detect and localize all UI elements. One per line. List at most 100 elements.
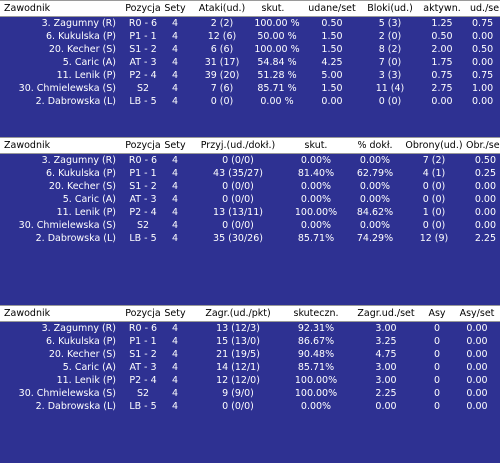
col-header-serves-per-set[interactable]: Zagr.ud./set (357, 308, 415, 319)
table-row[interactable]: 6. Kukulska (P) P1 - 1 4 15 (13/0) 86.67% 3.2… (0, 335, 500, 348)
table-row[interactable]: 5. Caric (A) AT - 3 4 0 (0/0) 0.00% 0.00% 0 (0… (0, 193, 500, 206)
efficiency: 0.00 % (260, 96, 294, 107)
table-row[interactable]: 30. Chmielewska (S) S2 4 7 (6) 85.71 % 1.50 11… (0, 82, 500, 95)
success-per-set: 0.00 (321, 96, 343, 107)
table-row[interactable]: 30. Chmielewska (S) S2 4 9 (9/0) 100.00% 2.25… (0, 387, 500, 400)
efficiency: 81.40% (297, 168, 335, 179)
efficiency: 54.84 % (257, 57, 297, 68)
activity: 2.00 (431, 44, 453, 55)
col-header-sets[interactable]: Sety (164, 140, 186, 151)
col-header-sets[interactable]: Sety (164, 308, 186, 319)
col-header-player[interactable]: Zawodnik (4, 140, 51, 151)
position: S1 - 2 (129, 349, 157, 360)
table-row[interactable]: 3. Zagumny (R) R0 - 6 4 13 (12/3) 92.31% 3.00… (0, 322, 500, 335)
sets: 4 (171, 388, 179, 399)
blocks: 8 (2) (378, 44, 402, 55)
col-header-efficiency[interactable]: skut. (261, 3, 285, 14)
sets: 4 (171, 233, 179, 244)
attack-stats-table: Zawodnik Pozycja Sety Ataki(ud.) skut. u… (0, 0, 500, 108)
col-header-position[interactable]: Pozycja (125, 308, 161, 319)
col-header-accuracy[interactable]: % dokł. (357, 140, 393, 151)
table-row[interactable]: 2. Dabrowska (L) LB - 5 4 0 (0) 0.00 % 0.00 0 … (0, 95, 500, 108)
col-header-efficiency[interactable]: skut. (304, 140, 328, 151)
col-header-success-per-set[interactable]: udane/set (308, 3, 356, 14)
table-row[interactable]: 3. Zagumny (R) R0 - 6 4 2 (2) 100.00 % 0.50 5 … (0, 17, 500, 30)
table-row[interactable]: 11. Lenik (P) P2 - 4 4 13 (13/11) 100.00% 84.… (0, 206, 500, 219)
efficiency: 90.48% (297, 349, 335, 360)
table-row[interactable]: 5. Caric (A) AT - 3 4 31 (17) 54.84 % 4.25 7 (… (0, 56, 500, 69)
digs: 7 (2) (422, 155, 446, 166)
col-header-sets[interactable]: Sety (164, 3, 186, 14)
digs-per-set: 0.00 (474, 220, 496, 231)
table-row[interactable]: 11. Lenik (P) P2 - 4 4 12 (12/0) 100.00% 3.00… (0, 374, 500, 387)
table-row[interactable]: 5. Caric (A) AT - 3 4 14 (12/1) 85.71% 3.00 0 0… (0, 361, 500, 374)
serve-rows: 3. Zagumny (R) R0 - 6 4 13 (12/3) 92.31% 3.00… (0, 322, 500, 413)
col-header-blocks[interactable]: Bloki(ud.) (367, 3, 413, 14)
position: AT - 3 (129, 194, 157, 205)
player-name: 2. Dabrowska (L) (35, 233, 116, 244)
activity: 0.00 (431, 96, 453, 107)
digs: 0 (0) (422, 194, 446, 205)
col-header-position[interactable]: Pozycja (125, 140, 161, 151)
position: P2 - 4 (129, 375, 157, 386)
position: P1 - 1 (129, 336, 157, 347)
blocks: 11 (4) (375, 83, 405, 94)
position: LB - 5 (129, 96, 157, 107)
col-header-serves[interactable]: Zagr.(ud./pkt) (205, 308, 271, 319)
table-row[interactable]: 30. Chmielewska (S) S2 4 0 (0/0) 0.00% 0.00% 0… (0, 219, 500, 232)
serves-per-set: 4.75 (375, 349, 397, 360)
col-header-reception[interactable]: Przyj.(ud./dokł.) (200, 140, 276, 151)
accuracy: 0.00% (359, 194, 391, 205)
sets: 4 (171, 181, 179, 192)
table-row[interactable]: 2. Dabrowska (L) LB - 5 4 35 (30/26) 85.71% 7… (0, 232, 500, 245)
table-row[interactable]: 11. Lenik (P) P2 - 4 4 39 (20) 51.28 % 5.00 3 … (0, 69, 500, 82)
digs: 12 (9) (419, 233, 449, 244)
sets: 4 (171, 375, 179, 386)
blocks-per-set: 0.00 (472, 31, 494, 42)
table-row[interactable]: 6. Kukulska (P) P1 - 1 4 43 (35/27) 81.40% 62… (0, 167, 500, 180)
serves: 13 (12/3) (216, 323, 260, 334)
serves-per-set: 3.00 (375, 323, 397, 334)
table-row[interactable]: 3. Zagumny (R) R0 - 6 4 0 (0/0) 0.00% 0.00% 7 … (0, 154, 500, 167)
aces: 0 (433, 349, 441, 360)
player-name: 30. Chmielewska (S) (18, 220, 116, 231)
player-name: 2. Dabrowska (L) (35, 401, 116, 412)
position: LB - 5 (129, 233, 157, 244)
position: P1 - 1 (129, 168, 157, 179)
aces: 0 (433, 401, 441, 412)
table-row[interactable]: 20. Kecher (S) S1 - 2 4 21 (19/5) 90.48% 4.75… (0, 348, 500, 361)
player-name: 3. Zagumny (R) (41, 155, 116, 166)
attack-rows: 3. Zagumny (R) R0 - 6 4 2 (2) 100.00 % 0.50 5 … (0, 17, 500, 108)
col-header-digs[interactable]: Obrony(ud.) (405, 140, 463, 151)
col-header-activity[interactable]: aktywn. (423, 3, 461, 14)
sets: 4 (171, 18, 179, 29)
digs: 0 (0) (422, 181, 446, 192)
efficiency: 100.00% (294, 388, 338, 399)
col-header-player[interactable]: Zawodnik (4, 308, 51, 319)
accuracy: 62.79% (356, 168, 394, 179)
col-header-position[interactable]: Pozycja (125, 3, 161, 14)
table-row[interactable]: 20. Kecher (S) S1 - 2 4 6 (6) 100.00 % 1.50 8 … (0, 43, 500, 56)
col-header-aces-per-set[interactable]: Asy/set (459, 308, 495, 319)
serve-header-row: Zawodnik Pozycja Sety Zagr.(ud./pkt) sku… (0, 305, 500, 322)
aces: 0 (433, 388, 441, 399)
table-row[interactable]: 20. Kecher (S) S1 - 2 4 0 (0/0) 0.00% 0.00% 0 … (0, 180, 500, 193)
col-header-player[interactable]: Zawodnik (4, 3, 51, 14)
sets: 4 (171, 323, 179, 334)
reception: 35 (30/26) (213, 233, 263, 244)
blocks: 2 (0) (378, 31, 402, 42)
position: R0 - 6 (128, 18, 158, 29)
col-header-efficiency[interactable]: skuteczn. (293, 308, 339, 319)
player-name: 11. Lenik (P) (56, 70, 116, 81)
table-row[interactable]: 6. Kukulska (P) P1 - 1 4 12 (6) 50.00 % 1.50 2… (0, 30, 500, 43)
col-header-aces[interactable]: Asy (428, 308, 446, 319)
table-row[interactable]: 2. Dabrowska (L) LB - 5 4 0 (0/0) 0.00% 0.00 0… (0, 400, 500, 413)
col-header-digs-per-set[interactable]: Obr./se (466, 140, 500, 151)
player-name: 6. Kukulska (P) (46, 168, 116, 179)
col-header-attacks[interactable]: Ataki(ud.) (198, 3, 246, 14)
sets: 4 (171, 349, 179, 360)
col-header-blocks-per-set[interactable]: ud./se (470, 3, 500, 14)
serves-per-set: 3.00 (375, 375, 397, 386)
sets: 4 (171, 83, 179, 94)
aces: 0 (433, 375, 441, 386)
